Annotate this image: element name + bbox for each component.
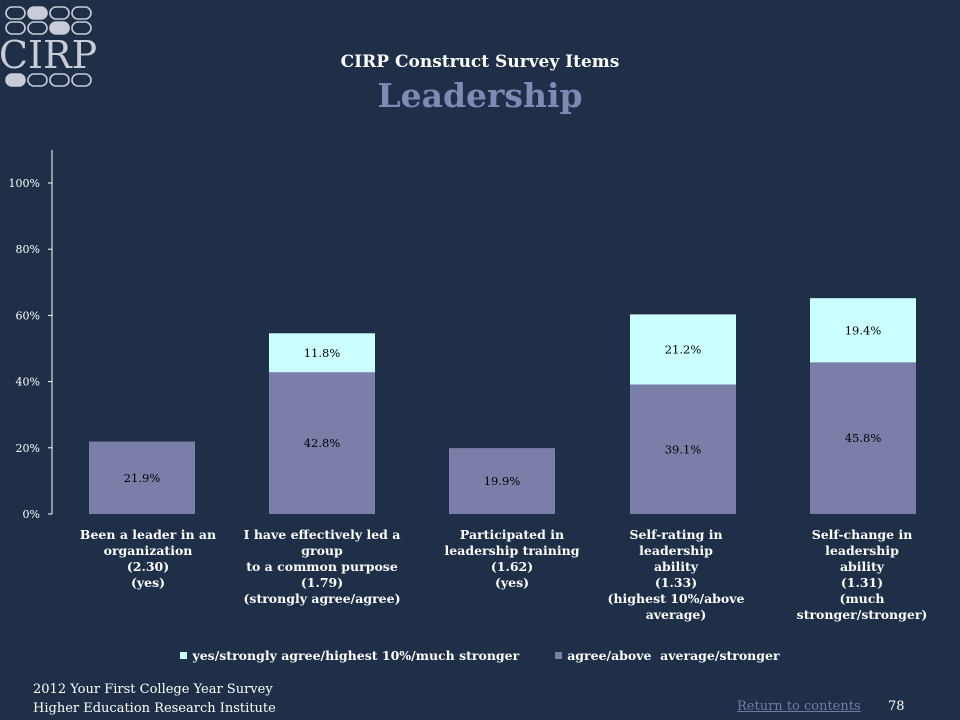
logo-text: CIRP bbox=[0, 33, 96, 77]
x-category-label-line: (2.30) bbox=[126, 559, 170, 574]
x-category-label-line: (much stronger/stronger) bbox=[796, 591, 928, 622]
logo-pill bbox=[5, 73, 26, 87]
logo-pill bbox=[49, 73, 70, 87]
legend-swatch-bottom bbox=[555, 652, 563, 659]
logo-pill bbox=[71, 6, 92, 20]
legend-item-top: yes/strongly agree/highest 10%/much stro… bbox=[180, 648, 519, 663]
x-category-label-line: Been a leader in an bbox=[79, 527, 217, 542]
logo-pill bbox=[5, 21, 26, 35]
bar-top-value-label: 11.8% bbox=[304, 346, 341, 360]
legend-label-top: yes/strongly agree/highest 10%/much stro… bbox=[192, 648, 520, 663]
x-category-label-line: I have effectively led a group bbox=[243, 527, 401, 558]
x-category-label: Been a leader in an organization (2.30) (ye… bbox=[63, 527, 233, 591]
logo-pill bbox=[71, 21, 92, 35]
legend-label-bottom: agree/above average/stronger bbox=[567, 648, 780, 663]
x-category-label: Self-change in leadership ability (1.31) (m… bbox=[777, 527, 947, 623]
footer-source: 2012 Your First College Year Survey High… bbox=[33, 680, 276, 718]
bar-top-value-label: 21.2% bbox=[665, 342, 702, 356]
x-category-label-line: (1.62) bbox=[490, 559, 534, 574]
x-category-label-line: (1.79) bbox=[300, 575, 344, 590]
y-tick-label: 0% bbox=[23, 508, 40, 521]
bar-bottom-value-label: 19.9% bbox=[484, 474, 521, 488]
chart-title: CIRP Construct Survey Items bbox=[340, 52, 620, 72]
logo-pill bbox=[49, 21, 70, 35]
y-tick-label: 20% bbox=[16, 442, 40, 455]
y-tick-label: 60% bbox=[16, 309, 40, 322]
x-category-label: Participated in leadership training (1.62)… bbox=[427, 527, 597, 591]
x-category-label-line: (1.33) bbox=[654, 575, 698, 590]
x-category-label-line: ability bbox=[839, 559, 885, 574]
x-category-label-line: (yes) bbox=[494, 575, 530, 590]
x-category-label-line: to a common purpose bbox=[246, 559, 398, 574]
x-category-label-line: Self-change in leadership bbox=[811, 527, 913, 558]
bar-bottom-segment bbox=[810, 362, 916, 514]
x-category-label-line: (yes) bbox=[130, 575, 166, 590]
footer-institute: Higher Education Research Institute bbox=[33, 701, 276, 716]
chart-subtitle: Leadership bbox=[377, 76, 583, 115]
return-to-contents-link[interactable]: Return to contents bbox=[737, 699, 861, 714]
x-category-label: I have effectively led a group to a commo… bbox=[237, 527, 407, 607]
legend-item-bottom: agree/above average/stronger bbox=[555, 648, 780, 663]
bar-chart: 0% 20% 40% 60% 80% 100% 21.9% 42.8% 11.8% 19.9% 39… bbox=[9, 150, 916, 521]
bar-top-segment bbox=[810, 298, 916, 363]
x-category-label-line: leadership training bbox=[444, 543, 580, 558]
x-category-label-line: organization bbox=[103, 543, 193, 558]
bar-bottom-segment bbox=[89, 441, 195, 514]
x-category-label-line: (highest 10%/above average) bbox=[607, 591, 745, 622]
x-category-label-line: ability bbox=[653, 559, 699, 574]
bar-top-segment bbox=[269, 333, 375, 373]
logo-pill bbox=[27, 6, 48, 20]
bar-bottom-segment bbox=[269, 372, 375, 514]
x-category-label-line: Participated in bbox=[459, 527, 565, 542]
cirp-logo: CIRP bbox=[0, 6, 96, 87]
bar-top-segment bbox=[630, 314, 736, 385]
bar-bottom-value-label: 42.8% bbox=[304, 436, 341, 450]
logo-pill bbox=[5, 6, 26, 20]
x-category-label-line: (strongly agree/agree) bbox=[243, 591, 401, 606]
bar-top-value-label: 19.4% bbox=[845, 323, 882, 337]
y-tick-label: 100% bbox=[9, 177, 40, 190]
bar-bottom-value-label: 39.1% bbox=[665, 442, 702, 456]
bar-bottom-value-label: 21.9% bbox=[124, 471, 161, 485]
x-category-label-line: Self-rating in leadership bbox=[629, 527, 723, 558]
logo-pill bbox=[49, 6, 70, 20]
bar-bottom-segment bbox=[630, 384, 736, 514]
legend: yes/strongly agree/highest 10%/much stro… bbox=[0, 648, 960, 663]
logo-pill bbox=[71, 73, 92, 87]
bar-bottom-segment bbox=[449, 448, 555, 514]
y-tick-label: 80% bbox=[16, 243, 40, 256]
x-category-label-line: (1.31) bbox=[840, 575, 884, 590]
legend-swatch-top bbox=[180, 652, 188, 659]
bar-bottom-value-label: 45.8% bbox=[845, 431, 882, 445]
logo-pill bbox=[27, 21, 48, 35]
y-tick-label: 40% bbox=[16, 376, 40, 389]
footer-survey-name: 2012 Your First College Year Survey bbox=[33, 682, 273, 697]
page-number: 78 bbox=[888, 699, 905, 714]
x-category-label: Self-rating in leadership ability (1.33) (h… bbox=[591, 527, 761, 623]
logo-pill bbox=[27, 73, 48, 87]
